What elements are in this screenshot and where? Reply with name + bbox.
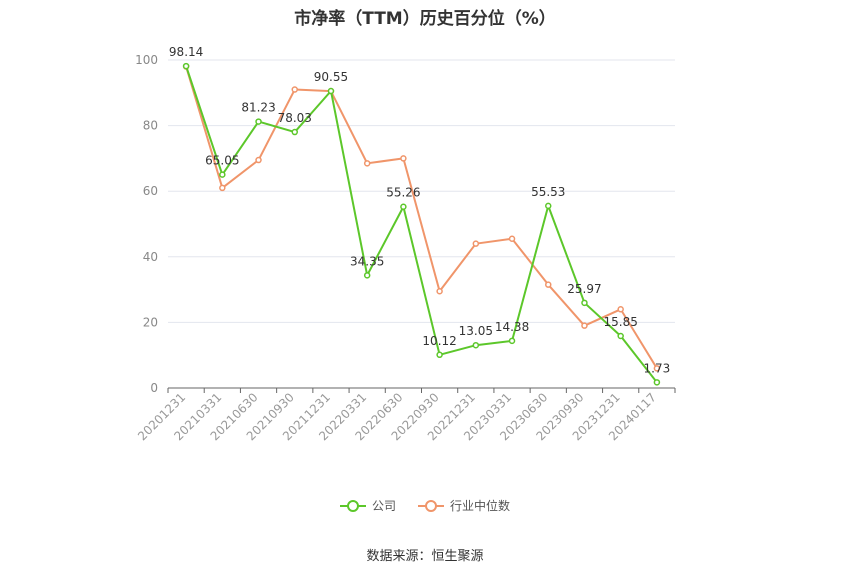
company-data-label: 81.23	[241, 101, 275, 115]
industry-median-data-point	[436, 287, 443, 295]
company-data-label: 55.53	[531, 185, 565, 199]
company-data-label: 98.14	[169, 45, 203, 59]
company-data-point	[182, 62, 190, 70]
legend-company-line-icon	[339, 499, 366, 512]
company-data-point	[363, 272, 371, 279]
industry-median-data-point	[581, 322, 588, 329]
company-data-point	[327, 87, 335, 95]
company-data-label: 65.05	[205, 154, 239, 168]
legend-item-company[interactable]: 公司	[339, 497, 396, 514]
company-data-point	[653, 379, 661, 386]
industry-median-data-point	[617, 306, 624, 313]
series-lines	[182, 62, 661, 386]
y-tick-label: 0	[150, 381, 158, 395]
industry-median-data-point	[255, 156, 262, 164]
industry-median-data-point	[219, 184, 226, 192]
company-data-point	[400, 203, 407, 210]
company-data-point	[291, 128, 298, 136]
company-data-point	[545, 202, 552, 210]
y-tick-label: 80	[143, 119, 158, 133]
legend: 公司 行业中位数	[0, 497, 850, 514]
company-data-label: 10.12	[422, 334, 456, 348]
industry-median-data-point	[472, 240, 480, 247]
company-data-point	[219, 171, 226, 178]
industry-median-data-point	[291, 86, 298, 93]
company-data-label: 34.35	[350, 254, 384, 268]
company-data-point	[472, 341, 480, 349]
chart-title: 市净率（TTM）历史百分位（%）	[294, 9, 556, 29]
company-data-label: 25.97	[567, 282, 601, 296]
company-data-label: 14.38	[495, 320, 529, 334]
company-data-point	[255, 118, 262, 125]
company-data-point	[617, 332, 624, 340]
y-tick-label: 40	[143, 250, 158, 264]
legend-company-label: 公司	[371, 499, 396, 513]
company-series-line	[185, 65, 658, 383]
legend-item-industry-median[interactable]: 行业中位数	[418, 497, 510, 514]
company-data-label: 55.26	[386, 186, 420, 200]
legend-industry-line-icon	[418, 499, 444, 512]
industry-median-data-point	[508, 235, 516, 243]
company-data-label: 90.55	[314, 70, 348, 84]
axes: 0204060801002020123120210331202106302021…	[135, 53, 676, 443]
industry-median-data-point	[363, 160, 371, 167]
industry-median-data-point	[545, 281, 552, 288]
company-data-label: 1.73	[644, 361, 671, 375]
industry-median-data-point	[653, 365, 661, 372]
company-data-point	[436, 351, 443, 359]
company-data-point	[581, 299, 588, 307]
company-data-label: 15.85	[603, 315, 637, 329]
y-tick-label: 60	[143, 184, 158, 198]
legend-industry-median-label: 行业中位数	[450, 499, 511, 513]
industry-median-data-point	[400, 155, 407, 162]
data-source: 数据来源：恒生聚源	[366, 549, 484, 564]
industry-median-series-line	[185, 66, 658, 369]
y-tick-label: 20	[143, 315, 158, 329]
company-data-label: 13.05	[459, 324, 493, 338]
y-tick-label: 100	[135, 53, 158, 67]
company-data-label: 78.03	[278, 111, 312, 125]
company-data-point	[508, 337, 516, 345]
